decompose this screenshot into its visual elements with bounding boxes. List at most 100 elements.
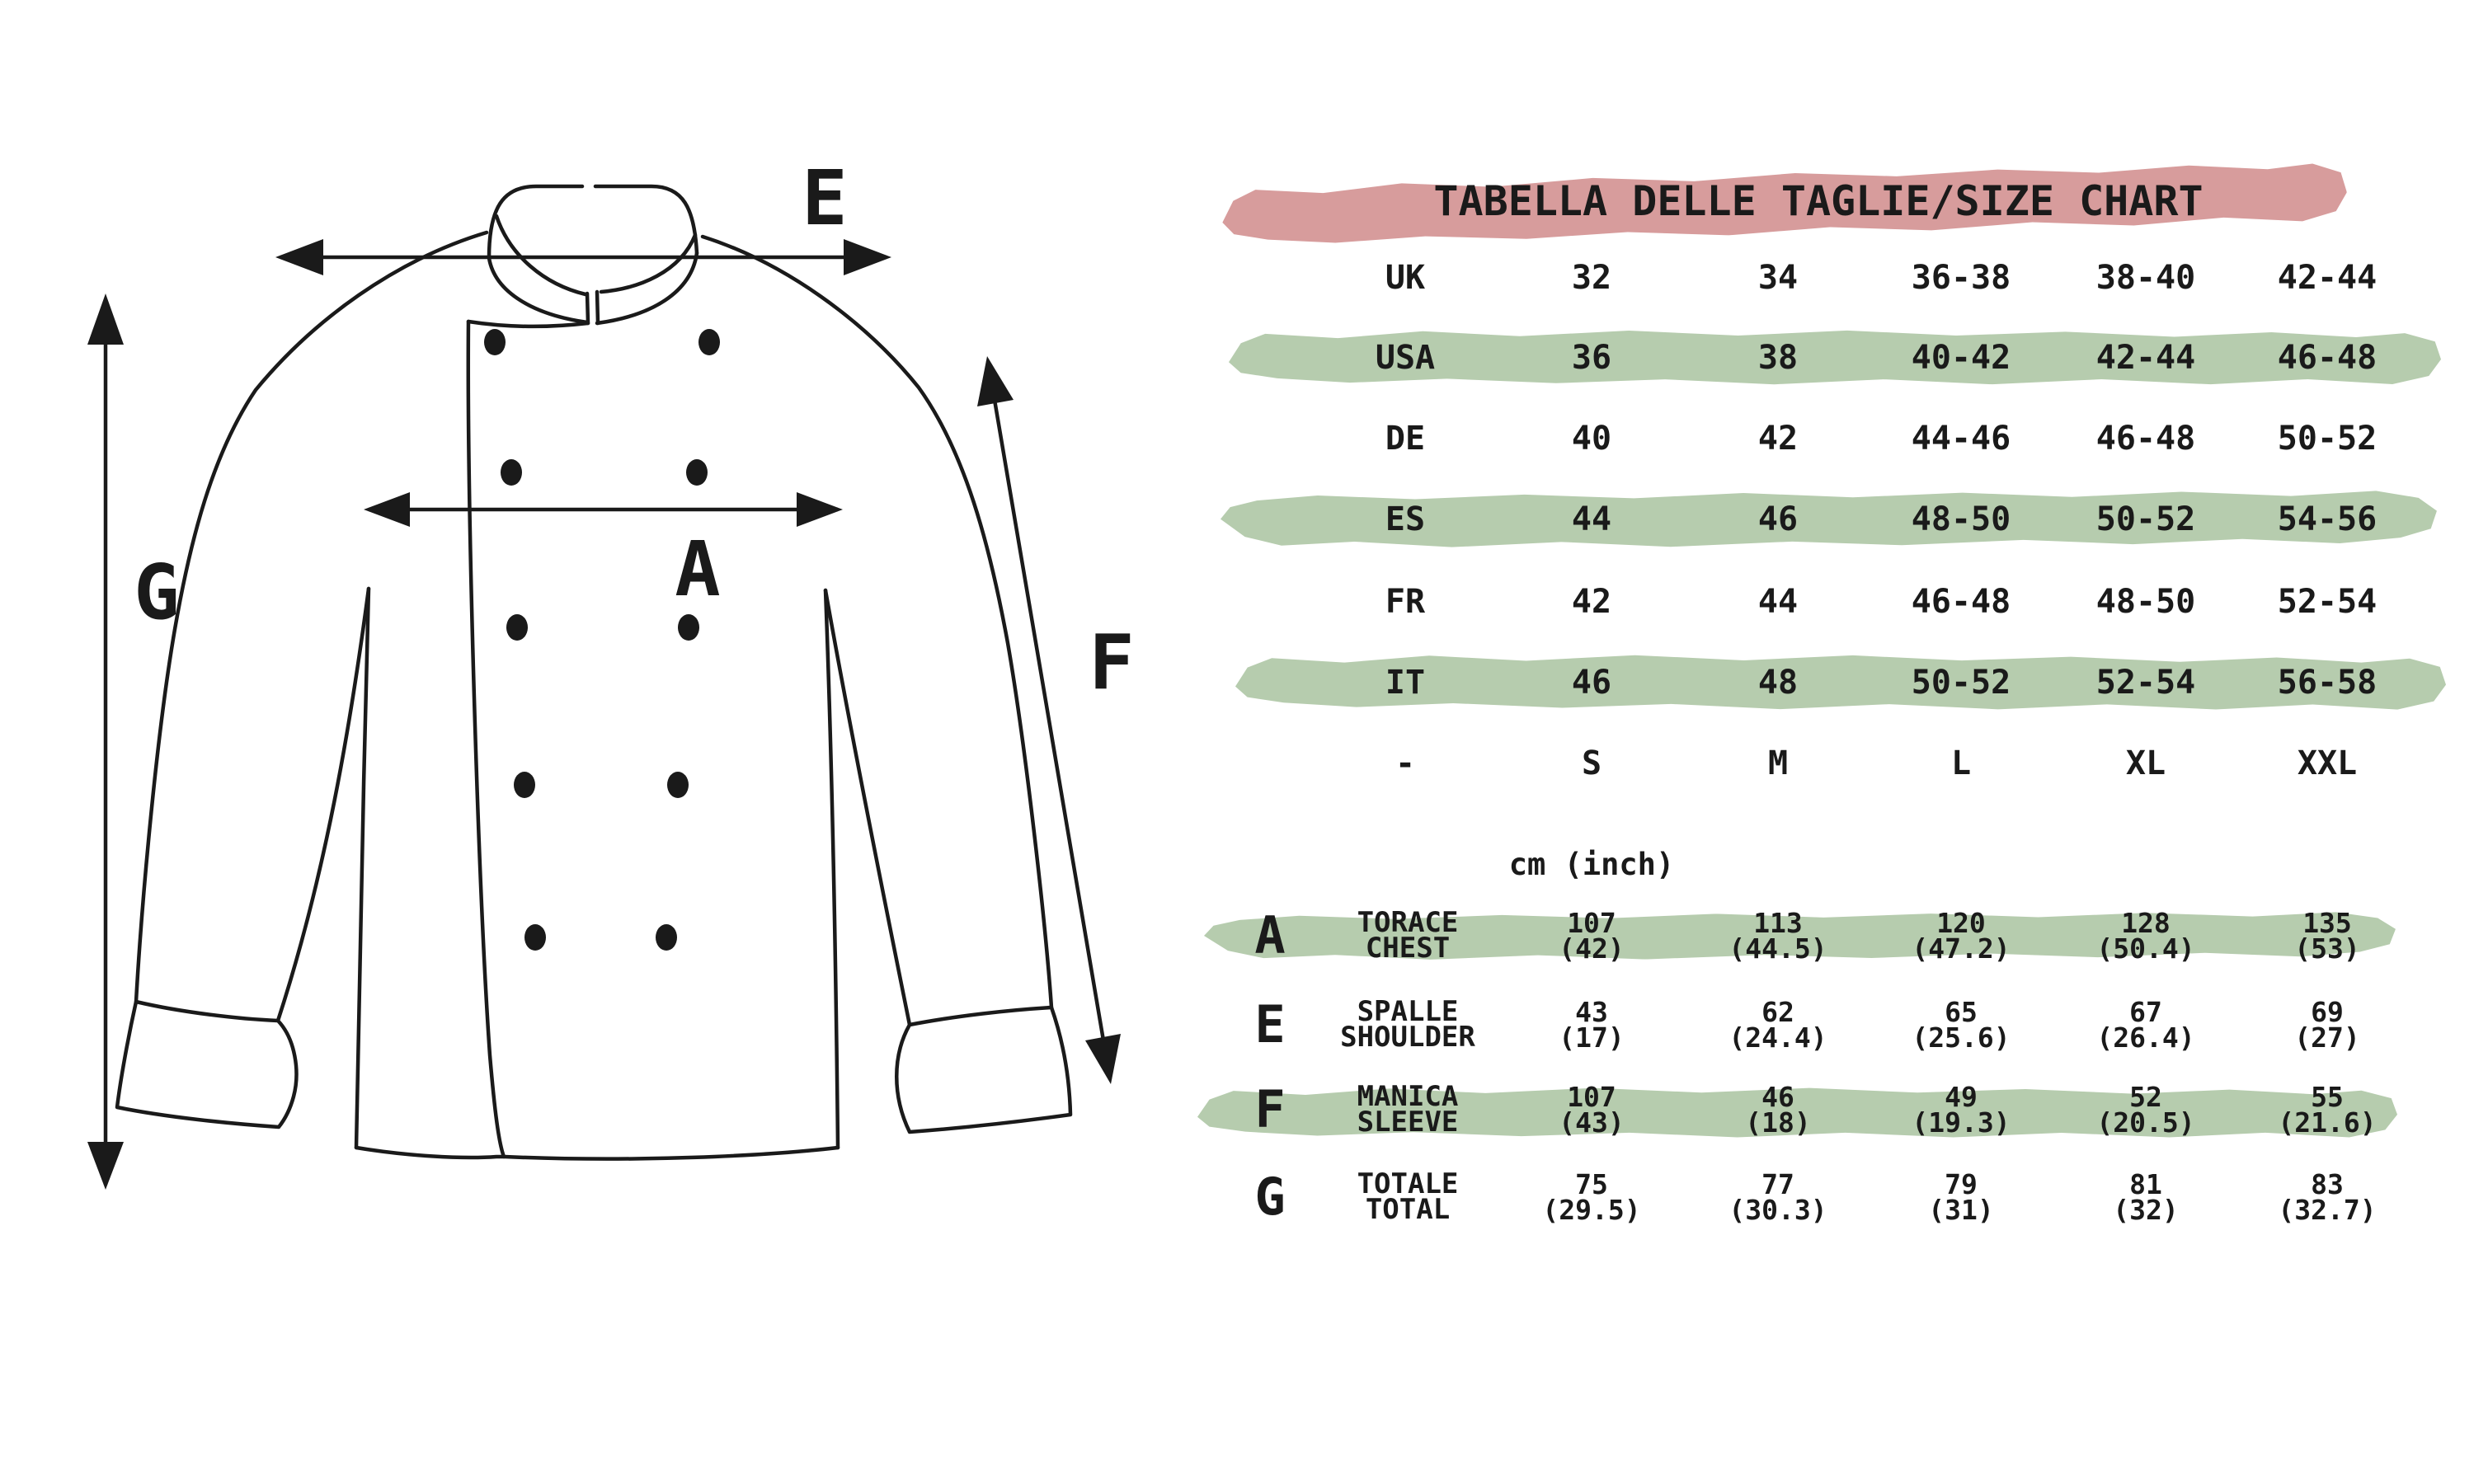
size-value: 46: [1571, 664, 1612, 702]
measurement-cm: 43: [1575, 996, 1608, 1028]
measurement-cm: 107: [1567, 907, 1616, 939]
measurement-cm: 65: [1945, 996, 1978, 1028]
size-value: S: [1581, 744, 1602, 782]
size-value: 50-52: [1911, 664, 2011, 702]
measurement-label-en: CHEST: [1365, 932, 1451, 965]
left-shoulder-sleeve: [134, 230, 489, 1004]
measurement-cm: 46: [1761, 1081, 1794, 1113]
size-value: 40: [1571, 420, 1612, 458]
size-value: 52-54: [2277, 583, 2378, 621]
size-value: 46-48: [2277, 339, 2378, 377]
size-value: 38: [1757, 339, 1799, 377]
chef-jacket-diagram: E A F G: [87, 154, 1135, 1190]
size-value: 44-46: [1911, 420, 2011, 458]
right-shoulder-sleeve: [700, 234, 1054, 1010]
measurement-cm: 128: [2121, 907, 2171, 939]
collar-band: [487, 184, 699, 261]
right-side-seam: [823, 588, 840, 1150]
region-label: ES: [1385, 500, 1426, 538]
measurement-inch: (47.2): [1912, 932, 2011, 965]
right-cuff: [895, 1005, 1073, 1134]
size-value: 36-38: [1911, 259, 2011, 297]
region-label: FR: [1385, 583, 1426, 621]
size-value: XL: [2125, 744, 2166, 782]
region-label: DE: [1385, 420, 1426, 458]
measurement-inch: (26.4): [2096, 1021, 2195, 1054]
measurement-inch: (44.5): [1729, 932, 1827, 965]
measurement-inch: (25.6): [1912, 1021, 2011, 1054]
measurement-inch: (17): [1559, 1021, 1625, 1054]
measurement-inch: (30.3): [1729, 1194, 1827, 1226]
page-title: TABELLA DELLE TAGLIE/SIZE CHART: [1433, 177, 2204, 225]
placket-top: [466, 319, 590, 329]
size-row-uk: UK 32 34 36-38 38-40 42-44: [1221, 249, 2416, 307]
size-value: 54-56: [2277, 500, 2378, 538]
measurement-label-en: SLEEVE: [1357, 1106, 1459, 1139]
measurement-inch: (29.5): [1542, 1194, 1641, 1226]
size-value: M: [1767, 744, 1789, 782]
measurement-inch: (19.3): [1912, 1106, 2011, 1139]
measurement-label-en: SHOULDER: [1340, 1021, 1475, 1054]
measurement-label-it: TORACE: [1357, 906, 1459, 939]
measurement-cm: 113: [1753, 907, 1803, 939]
size-row-international: - S M L XL XXL: [1221, 735, 2416, 792]
measurement-label-it: MANICA: [1357, 1080, 1459, 1113]
size-value: 42: [1571, 583, 1612, 621]
size-value: 32: [1571, 259, 1612, 297]
length-arrow: [87, 294, 124, 1190]
measurement-inch: (53): [2294, 932, 2360, 965]
measurement-cm: 107: [1567, 1081, 1616, 1113]
size-value: 42: [1757, 420, 1799, 458]
measurement-inch: (31): [1928, 1194, 1994, 1226]
size-value: 36: [1571, 339, 1612, 377]
measurement-inch: (50.4): [2096, 932, 2195, 965]
length-arrow-label: G: [134, 548, 179, 636]
lapel-left: [494, 214, 588, 297]
measurement-inch: (21.6): [2278, 1106, 2377, 1139]
size-value: 52-54: [2095, 664, 2196, 702]
size-row-fr: FR 42 44 46-48 48-50 52-54: [1221, 573, 2416, 631]
size-value: 44: [1757, 583, 1799, 621]
shoulder-arrow-label: E: [802, 154, 847, 242]
region-label: IT: [1385, 664, 1426, 702]
measurement-letter: F: [1254, 1079, 1286, 1139]
size-row-es: ES 44 46 48-50 50-52 54-56: [1221, 491, 2416, 548]
chest-arrow: [364, 492, 843, 527]
measurement-inch: (32): [2113, 1194, 2179, 1226]
measurement-inch: (24.4): [1729, 1021, 1827, 1054]
jacket-outline: [115, 184, 1073, 1161]
region-label: UK: [1385, 259, 1426, 297]
measurement-cm: 49: [1945, 1081, 1978, 1113]
measurement-cm: 135: [2302, 907, 2352, 939]
measurement-row-shoulder: E SPALLE SHOULDER 43 (17) 62 (24.4) 65 (25.…: [1221, 994, 2416, 1054]
size-value: 40-42: [1911, 339, 2011, 377]
measurement-inch: (32.7): [2278, 1194, 2377, 1226]
collar-center-lines: [585, 289, 600, 326]
size-value: 48-50: [2095, 583, 2196, 621]
size-row-de: DE 40 42 44-46 46-48 50-52: [1221, 410, 2416, 467]
left-sleeve-inner: [275, 586, 371, 1023]
measurement-inch: (43): [1559, 1106, 1625, 1139]
region-label: USA: [1375, 339, 1436, 377]
measurement-letter: G: [1254, 1167, 1286, 1227]
size-value: 48: [1757, 664, 1799, 702]
size-value: 56-58: [2277, 664, 2378, 702]
collar-left-outer: [487, 256, 590, 325]
measurement-inch: (42): [1559, 932, 1625, 965]
measurement-cm: 81: [2129, 1168, 2162, 1200]
measurement-row-chest: A TORACE CHEST 107 (42) 113 (44.5) 120 (47.…: [1221, 905, 2416, 965]
size-value: 46: [1757, 500, 1799, 538]
measurement-cm: 67: [2129, 996, 2162, 1028]
measurement-letter: E: [1254, 994, 1286, 1054]
hem: [354, 1145, 840, 1161]
size-value: 50-52: [2095, 500, 2196, 538]
measurement-cm: 52: [2129, 1081, 2162, 1113]
chest-arrow-label: A: [675, 525, 720, 613]
measurement-letter: A: [1254, 905, 1286, 965]
measurement-inch: (18): [1745, 1106, 1811, 1139]
size-value: 46-48: [1911, 583, 2011, 621]
measurement-row-total: G TOTALE TOTAL 75 (29.5) 77 (30.3) 79 (31) …: [1221, 1167, 2416, 1227]
placket-edge: [466, 319, 506, 1159]
size-value: L: [1950, 744, 1972, 782]
size-value: 46-48: [2095, 420, 2196, 458]
